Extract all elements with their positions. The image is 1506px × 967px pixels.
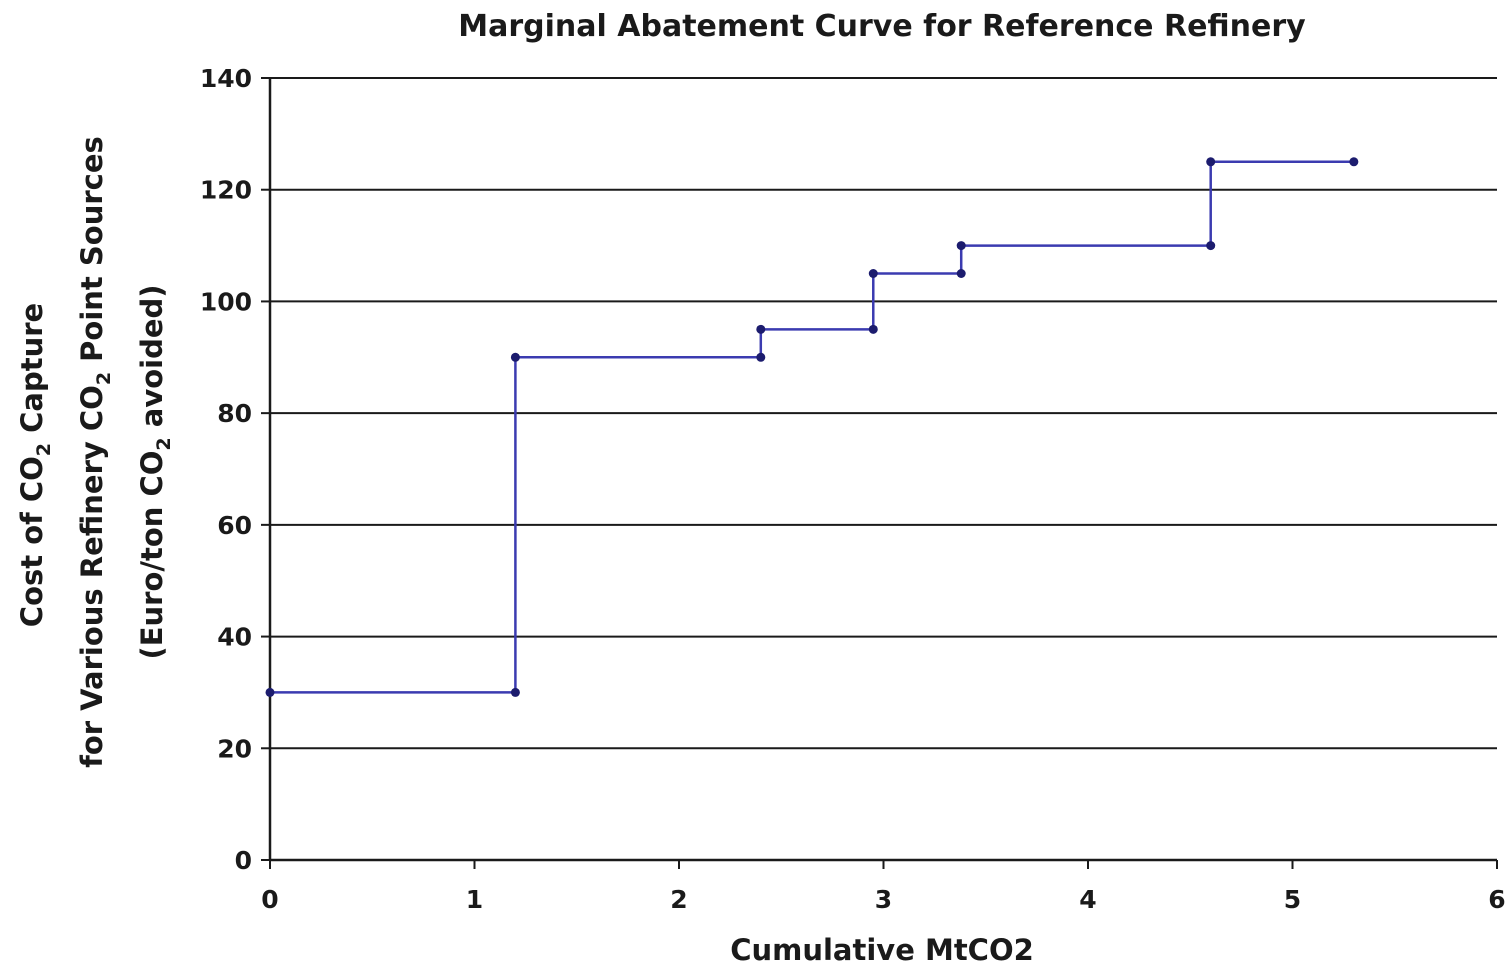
y-axis-label-line-1-sub: 2 (33, 443, 55, 456)
y-axis-label-line-1: Cost of CO2 Capture (15, 303, 55, 627)
x-tick-label-6: 6 (1488, 885, 1505, 914)
y-tick-label-60: 60 (217, 511, 252, 540)
y-axis-label-line-2-a: for Various Refinery CO (75, 385, 109, 768)
x-tick-label-4: 4 (1079, 885, 1096, 914)
data-point (956, 241, 966, 251)
y-tick-label-20: 20 (217, 734, 252, 763)
data-point (868, 324, 878, 334)
y-axis-label-line-2-sub: 2 (93, 372, 115, 385)
data-point (956, 269, 966, 278)
data-point (1206, 157, 1216, 167)
x-tick-label-1: 1 (466, 885, 483, 914)
x-tick-label-0: 0 (261, 885, 278, 914)
data-point (756, 352, 766, 362)
grid-lines (270, 77, 1497, 750)
y-axis-label-line-3-a: (Euro/ton CO (135, 451, 169, 660)
y-tick-label-100: 100 (200, 287, 252, 316)
data-point (510, 352, 520, 362)
data-point (510, 687, 520, 697)
y-tick-label-40: 40 (217, 623, 252, 652)
y-axis-label-line-3: (Euro/ton CO2 avoided) (135, 284, 175, 659)
y-tick-label-80: 80 (217, 399, 252, 428)
data-point (756, 324, 766, 334)
x-tick-label-5: 5 (1284, 885, 1301, 914)
tick-labels: 0 20 40 60 80 100 120 140 0 1 2 3 4 5 6 (200, 64, 1506, 914)
data-point (868, 269, 878, 278)
y-axis-label: Cost of CO2 Capture for Various Refinery… (15, 136, 175, 768)
y-axis-label-line-1-b: Capture (15, 303, 49, 443)
x-axis-label: Cumulative MtCO2 (730, 933, 1034, 967)
axes (261, 77, 1498, 869)
data-point (1206, 241, 1216, 251)
y-axis-label-line-3-sub: 2 (153, 437, 175, 450)
y-tick-label-0: 0 (235, 846, 252, 875)
y-tick-label-140: 140 (200, 64, 252, 93)
chart-title: Marginal Abatement Curve for Reference R… (458, 9, 1306, 44)
y-axis-label-line-2: for Various Refinery CO2 Point Sources (75, 136, 115, 768)
series (265, 157, 1359, 697)
y-axis-label-line-1-a: Cost of CO (15, 456, 49, 627)
y-tick-label-120: 120 (200, 176, 252, 205)
x-tick-label-3: 3 (875, 885, 892, 914)
y-axis-label-line-3-b: avoided) (135, 284, 169, 437)
y-axis-label-line-2-b: Point Sources (75, 136, 109, 372)
data-point (1349, 157, 1359, 167)
data-point (265, 687, 275, 697)
series-line-0 (270, 160, 1354, 694)
x-tick-label-2: 2 (670, 885, 687, 914)
